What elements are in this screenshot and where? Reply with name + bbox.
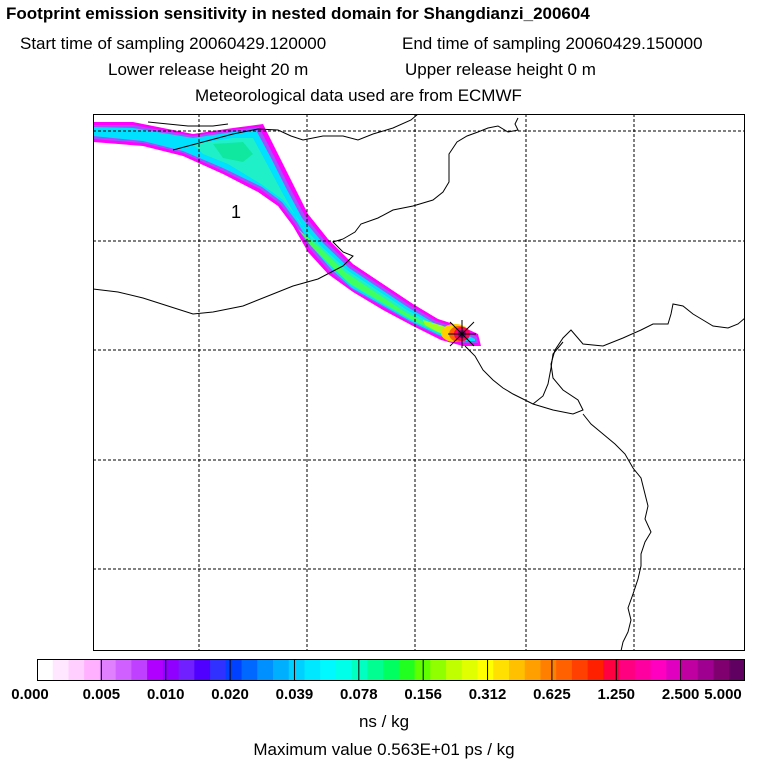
colorbar-cell	[509, 659, 526, 681]
coastline-north	[147, 121, 229, 127]
colorbar-cell	[540, 659, 557, 681]
upper-release-height-label: Upper release height 0 m	[405, 60, 596, 79]
colorbar-tick-label: 0.020	[211, 686, 249, 703]
border-inland	[532, 341, 564, 405]
colorbar-cell	[493, 659, 510, 681]
colorbar-cell	[84, 659, 101, 681]
colorbar-cell	[666, 659, 683, 681]
colorbar-cell	[713, 659, 730, 681]
colorbar-cell	[729, 659, 745, 681]
plume-layer-green	[213, 142, 253, 162]
sampling-end-label: End time of sampling 20060429.150000	[402, 34, 703, 53]
colorbar-cell	[162, 659, 180, 681]
colorbar-cell	[587, 659, 604, 681]
release-site-marker	[448, 320, 476, 348]
colorbar	[37, 659, 745, 681]
map-panel: 1	[93, 114, 745, 651]
map-border	[93, 114, 745, 651]
colorbar-tick-label: 0.039	[275, 686, 314, 703]
colorbar-cell	[273, 659, 290, 681]
colorbar-tick-label: 0.010	[146, 686, 185, 703]
colorbar-cell	[634, 659, 652, 681]
colorbar-cell	[383, 659, 400, 681]
map-background	[93, 114, 745, 651]
colorbar-cell	[225, 659, 243, 681]
lower-release-height-label: Lower release height 20 m	[108, 60, 309, 79]
colorbar-cell	[524, 659, 542, 681]
coastline-east	[582, 413, 652, 651]
colorbar-tick-label: 0.312	[468, 686, 507, 703]
colorbar-cell	[131, 659, 148, 681]
colorbar-tick-label: 1.250	[597, 686, 636, 703]
coastlines	[93, 114, 745, 651]
colorbar-cell	[477, 659, 494, 681]
colorbar-cell	[304, 659, 321, 681]
coastline-upper	[172, 114, 419, 151]
colorbar-cell	[320, 659, 337, 681]
plume-layer-purple	[93, 125, 478, 343]
colorbar-tick-label: 0.000	[11, 686, 49, 703]
colorbar-cell	[241, 659, 258, 681]
colorbar-cell	[257, 659, 274, 681]
colorbar-cell	[697, 659, 715, 681]
colorbar-cells	[37, 659, 745, 681]
units-label: ns / kg	[358, 712, 410, 731]
max-value-label: Maximum value 0.563E+01 ps / kg	[253, 740, 515, 759]
colorbar-cell	[446, 659, 463, 681]
colorbar-cell	[99, 659, 117, 681]
colorbar-tick-label: 2.500	[661, 686, 700, 703]
colorbar-tick-label: 0.156	[404, 686, 442, 703]
colorbar-cell	[210, 659, 227, 681]
colorbar-cell	[178, 659, 195, 681]
colorbar-tick-label: 0.625	[533, 686, 571, 703]
colorbar-border	[37, 659, 745, 681]
graticule	[93, 114, 745, 651]
colorbar-cell	[682, 659, 699, 681]
plume-layer-teal	[193, 138, 459, 338]
colorbar-cell	[619, 659, 636, 681]
plot-title: Footprint emission sensitivity in nested…	[6, 4, 590, 23]
colorbar-cell	[556, 659, 573, 681]
coastline-bay	[464, 303, 745, 415]
colorbar-cell	[461, 659, 479, 681]
colorbar-tick-label: 0.005	[82, 686, 121, 703]
coastline-mainland	[93, 238, 354, 315]
colorbar-cell	[650, 659, 667, 681]
colorbar-ticks	[100, 659, 682, 681]
colorbar-cell	[37, 659, 54, 681]
colorbar-cell	[115, 659, 132, 681]
colorbar-cell	[351, 659, 368, 681]
colorbar-tick-label: 5.000	[704, 686, 742, 703]
contour-label: 1	[231, 202, 241, 222]
coastline-peninsula	[342, 117, 519, 240]
colorbar-cell	[52, 659, 70, 681]
met-data-label: Meteorological data used are from ECMWF	[195, 86, 522, 105]
colorbar-cell	[335, 659, 353, 681]
colorbar-cell	[398, 659, 416, 681]
colorbar-cell	[194, 659, 211, 681]
colorbar-cell	[603, 659, 620, 681]
colorbar-cell	[430, 659, 447, 681]
colorbar-cell	[571, 659, 589, 681]
colorbar-cell	[68, 659, 85, 681]
colorbar-cell	[147, 659, 164, 681]
colorbar-tick-label: 0.078	[340, 686, 378, 703]
colorbar-cell	[367, 659, 384, 681]
colorbar-cell	[288, 659, 306, 681]
sampling-start-label: Start time of sampling 20060429.120000	[20, 34, 327, 53]
